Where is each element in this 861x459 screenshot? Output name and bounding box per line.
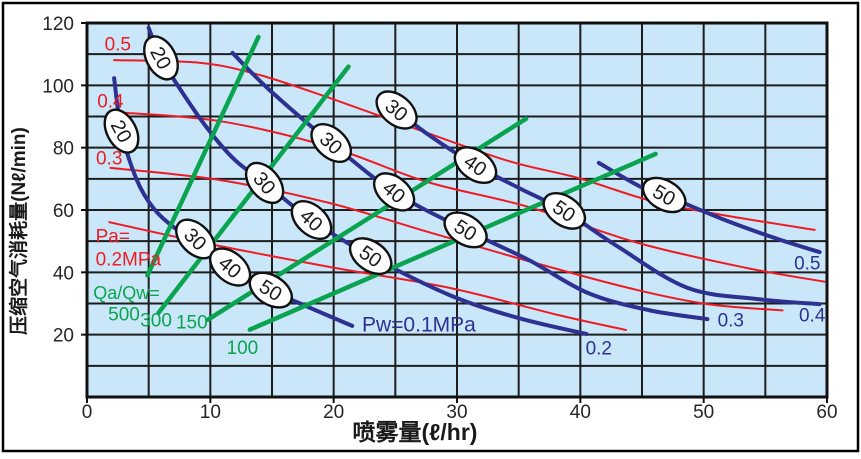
- badge-ellipse: [208, 247, 252, 287]
- nozzle-size-badge: 50: [348, 237, 393, 276]
- curve-label: 300: [140, 311, 172, 332]
- curve-label: 0.3: [718, 311, 744, 332]
- nozzle-size-badge: 40: [208, 247, 252, 287]
- nozzle-size-badge: 30: [375, 90, 418, 130]
- y-tick-label: 100: [42, 76, 74, 97]
- nozzle-size-badge: 50: [542, 191, 587, 230]
- nozzle-size-badge: 50: [248, 271, 293, 309]
- badge-ellipse: [248, 271, 293, 309]
- nozzle-size-badge: 50: [641, 176, 687, 214]
- nozzle-size-badge: 40: [372, 172, 416, 212]
- y-tick-label: 60: [53, 201, 74, 222]
- x-tick-label: 0: [82, 402, 93, 423]
- badge-ellipse: [641, 176, 687, 214]
- curve-label: 500: [108, 305, 140, 326]
- plot-border: [85, 21, 829, 399]
- badge-ellipse: [453, 146, 498, 185]
- curve-annotations: 0.5 0.4 0.3 Pa=0.2MPa Qa/Qw=500 300 150 100 Pw=0…: [93, 35, 826, 360]
- x-tick-label: 10: [200, 402, 221, 423]
- x-tick-label: 30: [446, 402, 467, 423]
- y-tick-label: 120: [42, 14, 74, 35]
- badge-ellipse: [375, 90, 418, 130]
- curve-label: 0.3: [96, 149, 122, 170]
- curve-label: 100: [227, 338, 259, 359]
- nozzle-size-badge: 50: [443, 211, 488, 249]
- y-tick-label: 80: [53, 139, 74, 160]
- curve-label: 0.5: [794, 254, 820, 275]
- x-tick-label: 40: [570, 402, 591, 423]
- curve-label: 0.2MPa: [96, 250, 162, 271]
- curve-pw-0.5mpa: [596, 160, 822, 255]
- curve-pa-0.4mpa: [113, 111, 826, 283]
- badge-ellipse: [103, 108, 140, 154]
- badge-ellipse: [372, 172, 416, 212]
- y-tick-label: 20: [53, 326, 74, 347]
- curve-label: Qa/Qw=: [93, 283, 160, 303]
- nozzle-size-badge: 30: [244, 161, 285, 205]
- x-axis-title: 喷雾量(ℓ/hr): [353, 419, 478, 445]
- badge-ellipse: [143, 35, 179, 81]
- nozzle-size-badge: 20: [103, 108, 140, 154]
- curve-qa-qw-100: [247, 151, 658, 332]
- curve-label: 0.5: [105, 35, 131, 56]
- badge-ellipse: [443, 211, 488, 249]
- badge-ellipse: [244, 161, 285, 205]
- curve-label: 0.2: [586, 339, 612, 360]
- badge-ellipse: [310, 123, 353, 163]
- curve-label: 0.4: [799, 306, 826, 327]
- y-tick-label: 40: [53, 263, 74, 284]
- curve-label: 150: [176, 313, 208, 334]
- curve-label: Pa=: [96, 227, 130, 248]
- curve-qa-qw-500: [145, 34, 261, 278]
- x-tick-label: 50: [693, 402, 714, 423]
- nozzle-size-badge: 20: [143, 35, 179, 81]
- badge-ellipse: [542, 191, 587, 230]
- x-tick-label: 60: [816, 402, 837, 423]
- x-tick-label: 20: [323, 402, 344, 423]
- badge-ellipse: [348, 237, 393, 276]
- curve-label: 0.4: [97, 92, 124, 113]
- nozzle-size-badge: 40: [453, 146, 498, 185]
- curve-label: Pw=0.1MPa: [362, 313, 476, 336]
- y-axis-title: 压缩空气消耗量(Nℓ/min): [7, 127, 30, 335]
- badge-ellipse: [290, 200, 333, 240]
- nozzle-size-badge: 40: [290, 200, 333, 240]
